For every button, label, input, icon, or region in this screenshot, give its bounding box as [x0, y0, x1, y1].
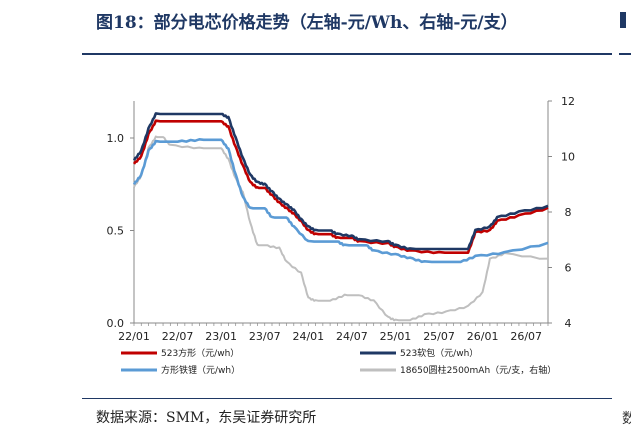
figure-title: 图18：部分电芯价格走势（左轴-元/Wh、右轴-元/支） — [96, 13, 518, 33]
left-axis-tick-label: 1.0 — [107, 132, 125, 145]
left-axis-tick-label: 0.0 — [107, 317, 125, 330]
left-axis-tick-label: 0.5 — [107, 225, 125, 238]
x-axis-tick-label: 26/07 — [510, 330, 542, 343]
x-axis-tick-label: 24/01 — [292, 330, 324, 343]
legend-label-2: 523软包（元/wh） — [400, 347, 478, 359]
right-axis-tick-label: 6 — [565, 262, 572, 275]
series-line-3 — [132, 138, 549, 264]
x-axis-tick-label: 22/07 — [162, 330, 194, 343]
next-column-title-fragment — [620, 12, 626, 28]
x-axis-tick-label: 24/07 — [336, 330, 368, 343]
source-note: 数据来源：SMM，东吴证券研究所 — [96, 410, 317, 426]
legend-label-3: 方形铁锂（元/wh） — [161, 364, 240, 376]
x-axis-tick-label: 26/01 — [467, 330, 499, 343]
legend-label-1: 523方形（元/wh） — [161, 347, 239, 359]
right-axis-tick-label: 4 — [565, 317, 572, 330]
right-axis-tick-label: 8 — [565, 206, 572, 219]
next-column-rule — [619, 53, 631, 55]
series-line-2 — [132, 112, 549, 251]
x-axis-tick-label: 25/01 — [380, 330, 412, 343]
x-axis-tick-label: 22/01 — [118, 330, 150, 343]
next-column-fragment: 数 — [622, 411, 631, 427]
x-axis-tick-label: 25/07 — [423, 330, 455, 343]
source-rule — [82, 398, 612, 399]
right-axis-tick-label: 10 — [561, 151, 575, 164]
right-axis-tick-label: 12 — [561, 95, 575, 108]
x-axis-tick-label: 23/07 — [249, 330, 281, 343]
legend-label-4: 18650圆柱2500mAh（元/支，右轴） — [400, 364, 556, 376]
series-line-4 — [133, 135, 549, 322]
x-axis-tick-label: 23/01 — [205, 330, 237, 343]
title-rule — [82, 53, 612, 55]
series-line-1 — [132, 119, 549, 255]
price-line-chart: 0.0 0.5 1.0 4 6 8 10 12 22/01 22/07 23/01 23/07 24/0… — [107, 95, 576, 376]
